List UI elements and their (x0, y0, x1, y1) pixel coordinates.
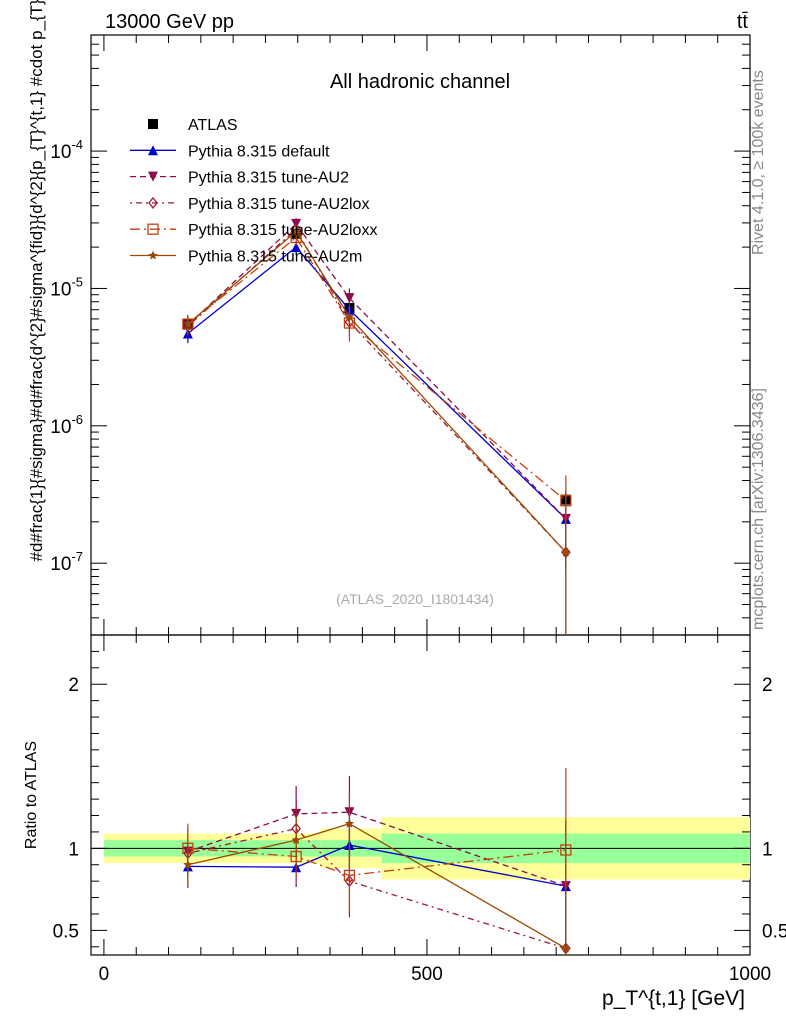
x-axis-label: p_T^{t,1} [GeV] (602, 987, 745, 1010)
marker-star (183, 859, 193, 869)
main-ytick-label: 10-6 (50, 412, 83, 438)
source-label: mcplots.cern.ch [arXiv:1306.3436] (750, 388, 767, 630)
rivet-label: Rivet 4.1.0, ≥ 100k events (750, 70, 767, 255)
ratio-ytick-label: 1 (68, 839, 79, 860)
main-series-4 (182, 230, 572, 546)
ratio-panel-frame (90, 634, 751, 956)
marker-triangle-down (148, 171, 158, 182)
chart-title: All hadronic channel (330, 71, 510, 93)
marker-square (148, 119, 158, 129)
energy-label: 13000 GeV pp (105, 11, 234, 33)
marker-star (291, 835, 301, 845)
xtick-label: 0 (99, 964, 110, 985)
legend-label: Pythia 8.315 tune-AU2loxx (188, 222, 377, 239)
xtick-label: 500 (411, 964, 443, 985)
marker-square-open (147, 223, 159, 235)
ratio-series-layer (182, 767, 572, 955)
analysis-id: (ATLAS_2020_I1801434) (336, 591, 494, 607)
marker-square-open (343, 869, 356, 882)
main-axis-ticks: 10-7 10-6 10-5 10-4 (50, 34, 751, 636)
xtick-label: 1000 (729, 964, 771, 985)
ratio-axis-ticks: 0.5 0.5 1 1 2 2 0 500 1000 (53, 635, 786, 985)
marker-square-open (560, 844, 572, 856)
ratio-ytick-label: 2 (68, 675, 79, 696)
ratio-series-line (187, 822, 567, 949)
main-ylabel: #d#frac{1}{#sigma}#d#frac{d^{2}#sigma^{f… (27, 0, 46, 561)
legend-entry: Pythia 8.315 tune-AU2m (130, 249, 362, 266)
main-series-layer (182, 218, 572, 635)
legend-label: ATLAS (188, 117, 238, 134)
marker-star (561, 943, 571, 953)
ratio-series-line (187, 827, 567, 950)
ratio-ytick-label-right: 1 (762, 839, 773, 860)
main-series-1 (182, 240, 571, 570)
marker-star (183, 319, 193, 329)
main-series-2 (182, 218, 571, 570)
source-label-text: mcplots.cern.ch [arXiv:1306.3436] (750, 388, 767, 630)
marker-square-open (560, 495, 572, 507)
marker-triangle-down (344, 293, 355, 304)
marker-star (561, 547, 571, 557)
ratio-series-line (187, 844, 567, 887)
ratio-series-4 (183, 790, 571, 955)
ratio-series-line (187, 811, 567, 887)
legend-label: Pythia 8.315 tune-AU2m (188, 249, 362, 266)
legend-entry: Pythia 8.315 tune-AU2loxx (130, 222, 377, 239)
main-series-line (187, 222, 567, 520)
main-series-line (187, 228, 567, 553)
marker-triangle-up (291, 242, 302, 253)
marker-star (344, 818, 355, 828)
ratio-ytick-label-right: 0.5 (762, 921, 786, 942)
main-series-line (187, 236, 567, 502)
marker-star (148, 250, 158, 260)
main-series-line (187, 246, 567, 520)
legend-label: Pythia 8.315 tune-AU2lox (188, 196, 369, 213)
marker-triangle-up (148, 145, 158, 156)
marker-diamond-open (148, 196, 158, 209)
legend-label: Pythia 8.315 tune-AU2 (188, 170, 349, 187)
legend-entry: Pythia 8.315 default (130, 143, 330, 160)
main-series-line (187, 230, 567, 553)
ratio-ytick-label-right: 2 (762, 675, 773, 696)
ratio-ylabel: Ratio to ATLAS (23, 741, 40, 849)
main-ytick-label: 10-5 (50, 274, 83, 300)
ratio-ylabel-text: Ratio to ATLAS (23, 741, 40, 849)
ratio-ytick-label: 0.5 (53, 921, 79, 942)
main-ytick-label: 10-7 (50, 549, 83, 575)
main-ylabel-text: #d#frac{1}{#sigma}#d#frac{d^{2}#sigma^{f… (27, 0, 46, 561)
legend-label: Pythia 8.315 default (188, 143, 330, 160)
process-label: tt̄ (737, 11, 749, 33)
marker-star (291, 226, 301, 236)
legend-entry: ATLAS (148, 117, 238, 134)
rivet-label-text: Rivet 4.1.0, ≥ 100k events (750, 70, 767, 255)
main-series-5 (183, 224, 571, 635)
legend: ATLAS Pythia 8.315 default Pythia 8.315 tu… (130, 117, 377, 266)
main-series-3 (183, 222, 571, 635)
legend-entry: Pythia 8.315 tune-AU2 (130, 170, 349, 187)
legend-entry: Pythia 8.315 tune-AU2lox (130, 196, 369, 213)
marker-star (344, 312, 355, 321)
main-ytick-label: 10-4 (50, 137, 83, 163)
